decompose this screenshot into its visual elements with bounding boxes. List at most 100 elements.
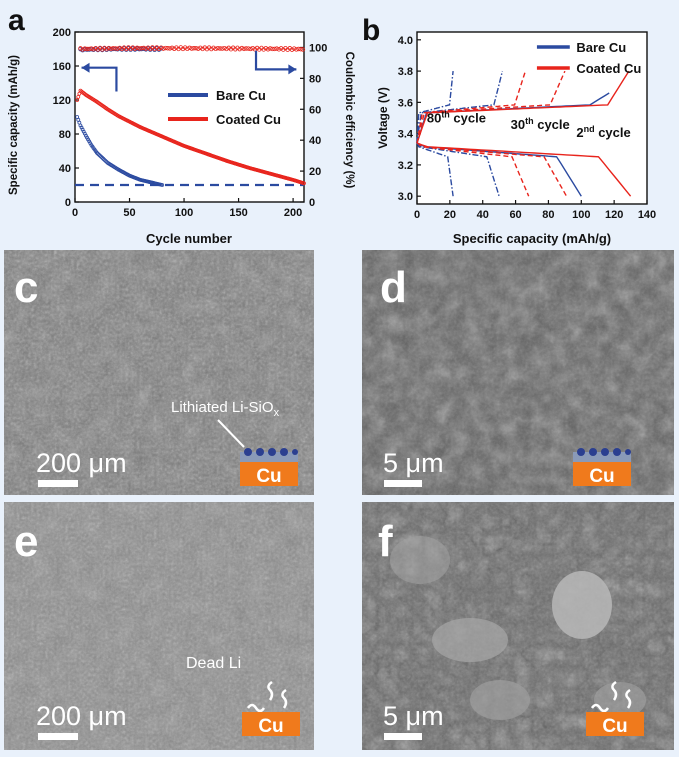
efficiency-point-a: [193, 45, 199, 51]
efficiency-point-a: [265, 47, 271, 52]
efficiency-point-a: [274, 46, 279, 51]
panel-letter-c: c: [14, 263, 38, 312]
efficiency-point-a: [291, 46, 297, 51]
coating-dot-c: [292, 449, 298, 455]
y2-tick-label-a: 60: [309, 104, 321, 116]
panel-a: a 0 50 100 150 200 0 40 80 120 160 200 0 20 40 60 80 100…: [8, 4, 355, 246]
y2-tick-label-a: 80: [309, 73, 321, 85]
efficiency-point-a: [86, 46, 92, 52]
y-tick-label-b: 3.6: [398, 97, 413, 109]
x-tick-label-b: 140: [638, 209, 656, 221]
x-tick-label-b: 20: [444, 209, 456, 221]
efficiency-point-a: [110, 46, 116, 51]
y-axis-label-b: Voltage (V): [376, 87, 390, 149]
y-tick-label-a: 120: [53, 95, 71, 107]
panel-letter-a: a: [8, 4, 25, 37]
efficiency-point-a: [276, 47, 282, 52]
efficiency-point-a: [185, 46, 190, 52]
x-tick-label-b: 80: [542, 209, 554, 221]
x-tick-label-a: 150: [229, 207, 247, 219]
scale-bar-label-f: 5 μm: [383, 701, 444, 731]
efficiency-point-a: [250, 45, 255, 51]
particle-f: [552, 571, 612, 639]
particle-f: [432, 618, 508, 662]
panel-letter-b: b: [362, 14, 380, 47]
particle-f: [470, 680, 530, 720]
x-tick-label-b: 60: [509, 209, 521, 221]
x-tick-label-a: 200: [284, 207, 302, 219]
efficiency-point-a: [220, 46, 225, 51]
efficiency-point-a: [165, 46, 170, 51]
cycle-word-b: cycle: [595, 125, 631, 140]
coating-dot-d: [613, 448, 621, 456]
y2-tick-label-a: 0: [309, 197, 315, 209]
capacity-point-a: [77, 91, 82, 96]
efficiency-point-a: [222, 45, 227, 51]
coating-dot-d: [589, 448, 597, 456]
cu-label-f: Cu: [602, 716, 627, 737]
y2-tick-label-a: 20: [309, 166, 321, 178]
efficiency-point-a: [91, 47, 96, 52]
plot-area-a: 0 50 100 150 200 0 40 80 120 160 200 0 20 40 60 80 100 Ba…: [53, 27, 328, 219]
efficiency-point-a: [267, 46, 273, 51]
efficiency-point-a: [241, 46, 247, 52]
efficiency-point-a: [289, 47, 295, 52]
scale-bar-label-d: 5 μm: [383, 448, 444, 478]
charge-curve-b: [416, 70, 504, 144]
plot-area-b: 0 20 40 60 80 100 120 140 3.0 3.2 3.4 3.6 3.8 4.0 Bare…: [398, 35, 656, 221]
cu-schematic-c: Cu: [240, 448, 298, 487]
cu-schematic-d: Cu: [573, 448, 631, 487]
x-tick-label-b: 100: [572, 209, 590, 221]
arrowhead-left-a: [81, 62, 90, 73]
coating-dot-d: [601, 448, 609, 456]
legend-label-b: Bare Cu: [576, 40, 626, 55]
x-tick-label-a: 50: [123, 207, 135, 219]
cu-block-e: [242, 712, 300, 736]
cycle-word-b: cycle: [450, 111, 486, 126]
efficiency-point-a: [246, 46, 251, 51]
efficiency-point-a: [261, 47, 266, 52]
coating-dot-c: [256, 448, 264, 456]
panel-e: e Dead Li 200 μm Cu: [4, 502, 314, 750]
coating-layer-c: [240, 452, 298, 462]
cu-label-d: Cu: [589, 466, 614, 487]
efficiency-point-a: [200, 46, 205, 52]
efficiency-point-a: [298, 46, 303, 52]
panel-b: b 0 20 40 60 80 100 120 140 3.0 3.2 3.4 3.6 3.8 4.0 Ba…: [362, 14, 656, 246]
efficiency-point-a: [215, 45, 221, 51]
efficiency-point-a: [278, 46, 284, 51]
charge-curve-b: [416, 71, 454, 144]
efficiency-point-a: [237, 46, 242, 52]
efficiency-point-a: [82, 46, 88, 51]
particle-f: [390, 536, 450, 584]
efficiency-point-a: [187, 45, 192, 51]
efficiency-point-a: [217, 46, 223, 51]
efficiency-point-a: [239, 45, 245, 51]
cycle-number-b: 80: [427, 111, 441, 126]
efficiency-point-a: [191, 46, 197, 51]
efficiency-point-a: [141, 45, 146, 51]
y-axis-label-a: Specific capacity (mAh/g): [8, 55, 20, 195]
efficiency-point-a: [161, 46, 166, 51]
efficiency-point-a: [132, 46, 138, 51]
efficiency-point-a: [244, 46, 249, 51]
dead-li-squiggle-f: [625, 688, 632, 709]
efficiency-point-a: [235, 45, 240, 51]
efficiency-point-a: [300, 47, 306, 52]
efficiency-point-a: [296, 46, 301, 52]
x-tick-label-a: 100: [175, 207, 193, 219]
y-tick-label-b: 3.2: [398, 160, 413, 172]
efficiency-point-a: [113, 46, 118, 51]
efficiency-point-a: [172, 46, 177, 51]
panel-c: c Lithiated Li-SiOx 200 μm Cu: [4, 250, 314, 495]
x-tick-label-b: 120: [605, 209, 623, 221]
efficiency-point-a: [108, 46, 114, 52]
efficiency-point-a: [163, 45, 168, 51]
y-tick-label-a: 0: [65, 197, 71, 209]
discharge-curve-b: [416, 142, 454, 197]
y-tick-label-a: 80: [59, 129, 71, 141]
panel-letter-e: e: [14, 517, 38, 566]
coating-dot-d: [577, 448, 585, 456]
efficiency-point-a: [158, 45, 164, 50]
cycle-number-b: 30: [511, 117, 525, 132]
